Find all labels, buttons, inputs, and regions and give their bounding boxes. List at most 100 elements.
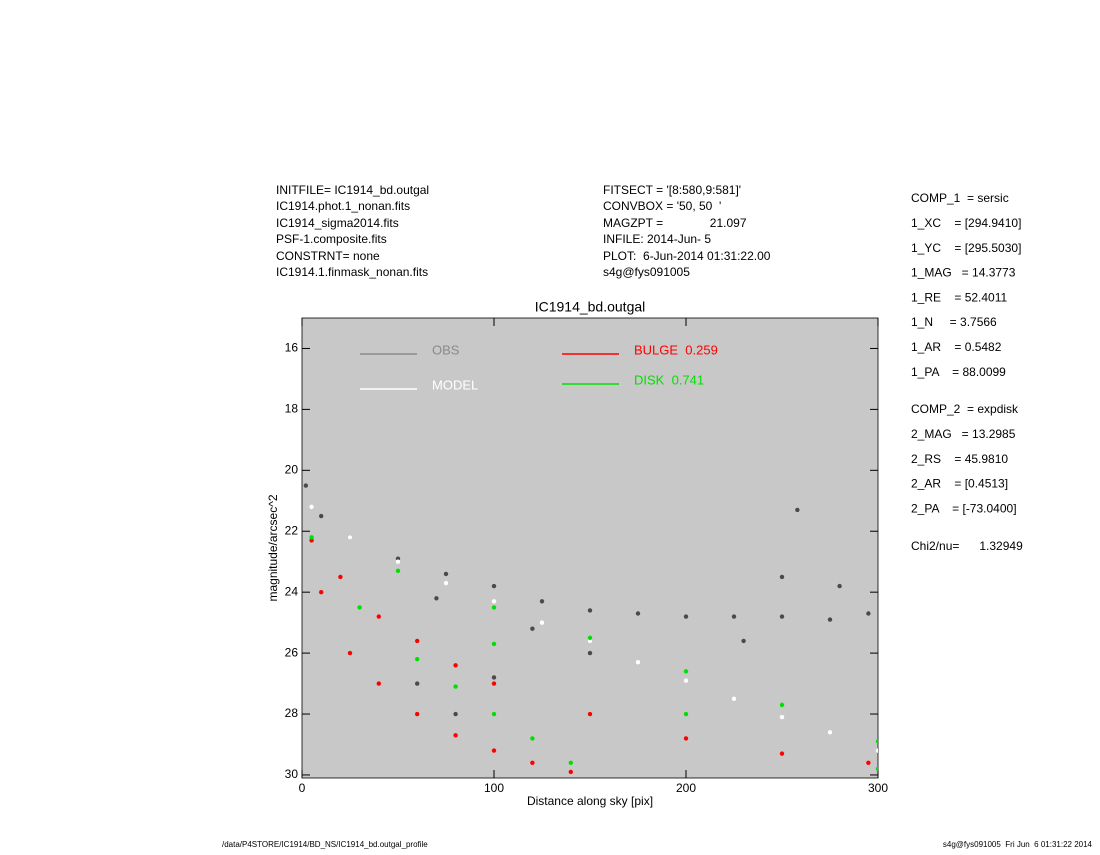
point <box>338 574 343 580</box>
point <box>741 638 746 644</box>
legend-label: DISK 0.741 <box>634 372 704 387</box>
point <box>587 608 593 613</box>
legend-label: MODEL <box>432 377 478 392</box>
point <box>415 656 420 662</box>
point <box>491 675 497 680</box>
point <box>395 556 401 561</box>
point <box>875 748 878 753</box>
point <box>443 571 449 577</box>
point <box>683 669 689 674</box>
point <box>491 583 497 589</box>
y-tick-label: 30 <box>285 767 299 781</box>
point <box>866 611 871 616</box>
header-line: INITFILE= IC1914_bd.outgal <box>276 183 429 197</box>
param-line: 1_N = 3.7566 <box>911 315 997 329</box>
point <box>530 626 535 631</box>
point <box>779 714 785 720</box>
point <box>491 599 497 604</box>
y-tick-label: 28 <box>285 706 299 720</box>
param-line: 1_PA = 88.0099 <box>911 365 1006 379</box>
param-line: 1_XC = [294.9410] <box>911 216 1021 230</box>
point <box>539 599 545 604</box>
x-axis-label: Distance along sky [pix] <box>527 794 653 808</box>
point <box>395 568 401 574</box>
point <box>866 760 871 765</box>
point <box>683 711 689 717</box>
point <box>491 748 497 753</box>
chart-title: IC1914_bd.outgal <box>535 299 646 315</box>
point <box>837 583 842 589</box>
param-line: 1_YC = [295.5030] <box>911 241 1021 255</box>
legend-label: OBS <box>432 342 460 357</box>
point <box>827 730 833 735</box>
point <box>530 736 535 741</box>
param-line: COMP_1 = sersic <box>911 191 1009 205</box>
point <box>731 614 737 619</box>
point <box>568 769 573 775</box>
point <box>530 760 535 765</box>
header-line: CONVBOX = '50, 50 ' <box>603 199 721 213</box>
point <box>491 681 497 686</box>
point <box>731 696 737 701</box>
param-line: 2_AR = [0.4513] <box>911 477 1008 491</box>
legend-label: BULGE 0.259 <box>634 342 718 357</box>
point <box>443 580 449 586</box>
point <box>635 611 641 616</box>
point <box>357 605 362 610</box>
x-tick-label: 300 <box>868 781 888 795</box>
point <box>779 614 785 619</box>
point <box>376 681 381 686</box>
param-line: COMP_2 = expdisk <box>911 402 1019 416</box>
y-tick-label: 16 <box>285 341 299 355</box>
param-line: 1_RE = 52.4011 <box>911 290 1008 304</box>
point <box>319 589 324 595</box>
chi2: Chi2/nu= 1.32949 <box>911 539 1023 553</box>
point <box>779 702 785 708</box>
header-line: IC1914_sigma2014.fits <box>276 216 399 230</box>
point <box>376 614 381 619</box>
point <box>568 760 573 765</box>
point <box>453 711 458 717</box>
y-tick-label: 22 <box>285 523 299 537</box>
point <box>587 711 593 717</box>
point <box>319 513 324 519</box>
point <box>415 681 420 686</box>
point <box>795 507 800 513</box>
header-line: FITSECT = '[8:580,9:581]' <box>603 183 741 197</box>
point <box>347 535 353 540</box>
param-line: 2_MAG = 13.2985 <box>911 427 1016 441</box>
point <box>683 678 689 683</box>
point <box>875 766 878 772</box>
y-tick-label: 26 <box>285 645 299 659</box>
header-line: PSF-1.composite.fits <box>276 232 387 246</box>
point <box>875 739 878 744</box>
header-line: PLOT: 6-Jun-2014 01:31:22.00 <box>603 249 771 263</box>
param-line: 2_RS = 45.9810 <box>911 452 1008 466</box>
point <box>587 650 593 656</box>
point <box>683 736 689 741</box>
footer-left: /data/P4STORE/IC1914/BD_NS/IC1914_bd.out… <box>222 840 428 849</box>
header-line: s4g@fys091005 <box>603 265 690 279</box>
point <box>453 663 458 668</box>
point <box>779 574 785 580</box>
y-tick-label: 20 <box>285 462 299 476</box>
point <box>415 638 420 644</box>
point <box>434 596 439 601</box>
header-line: IC1914.phot.1_nonan.fits <box>276 199 410 213</box>
point <box>309 538 314 543</box>
param-line: 1_AR = 0.5482 <box>911 340 1002 354</box>
point <box>587 635 593 641</box>
points <box>303 483 878 775</box>
point <box>395 559 401 564</box>
plot-area <box>301 317 879 779</box>
point <box>491 641 497 647</box>
x-tick-label: 200 <box>676 781 696 795</box>
point <box>827 617 833 622</box>
point <box>347 650 353 656</box>
header-line: IC1914.1.finmask_nonan.fits <box>276 265 428 279</box>
point <box>779 751 785 756</box>
point <box>453 733 458 738</box>
point <box>309 535 314 540</box>
point <box>587 638 593 644</box>
